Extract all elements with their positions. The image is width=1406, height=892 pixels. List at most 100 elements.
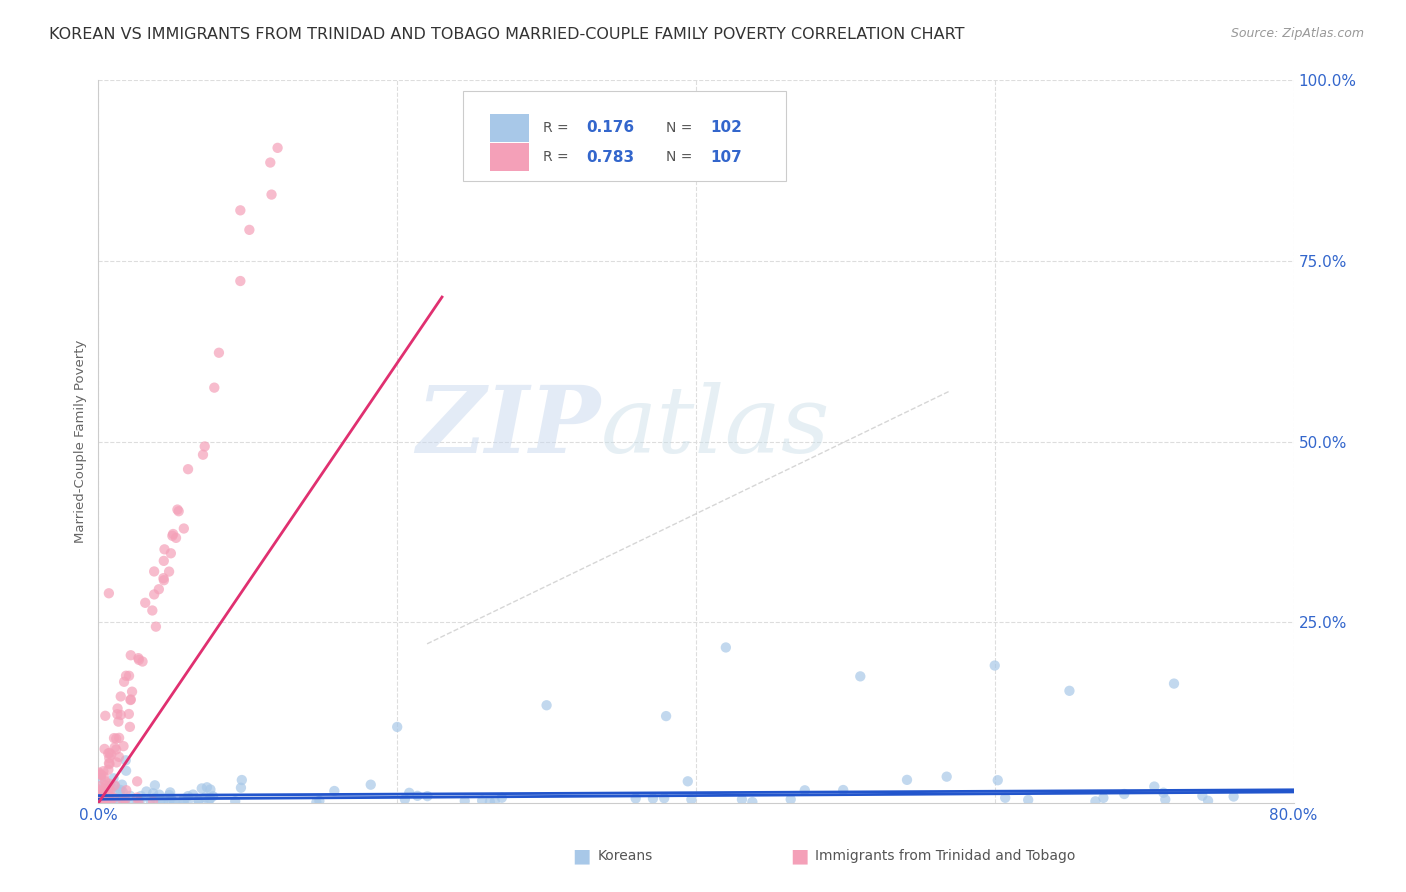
Point — [89, 790, 111, 805]
Text: R =: R = — [543, 121, 568, 135]
Point — [120, 692, 142, 706]
Point — [90, 791, 112, 805]
Point — [159, 785, 181, 799]
Text: Source: ZipAtlas.com: Source: ZipAtlas.com — [1230, 27, 1364, 40]
Point — [120, 648, 142, 663]
Point — [157, 788, 180, 802]
Point — [1143, 780, 1166, 794]
Point — [93, 796, 115, 810]
Point — [103, 772, 125, 786]
Point — [200, 782, 222, 797]
Point — [103, 790, 125, 805]
Point — [1084, 794, 1107, 808]
Point — [117, 796, 139, 810]
Point — [394, 792, 416, 806]
Point — [93, 770, 115, 784]
Point — [641, 791, 664, 805]
Point — [142, 794, 165, 808]
Point — [162, 527, 184, 541]
Point — [128, 653, 150, 667]
Point — [187, 794, 209, 808]
Point — [195, 780, 218, 795]
Point — [259, 155, 281, 169]
Y-axis label: Married-Couple Family Poverty: Married-Couple Family Poverty — [75, 340, 87, 543]
Point — [112, 674, 135, 689]
Point — [108, 788, 131, 802]
Point — [231, 772, 253, 787]
Point — [89, 765, 111, 780]
Point — [385, 720, 409, 734]
Point — [115, 783, 138, 797]
Point — [89, 767, 111, 781]
Point — [731, 792, 754, 806]
Point — [90, 793, 112, 807]
Point — [238, 223, 260, 237]
Point — [98, 757, 121, 772]
Point — [110, 783, 132, 797]
Point — [112, 739, 135, 754]
Text: N =: N = — [666, 121, 693, 135]
Point — [984, 658, 1007, 673]
Point — [118, 669, 141, 683]
Point — [93, 790, 115, 805]
Point — [1152, 786, 1174, 800]
Point — [1059, 683, 1081, 698]
Text: ■: ■ — [572, 847, 591, 866]
Point — [90, 793, 112, 807]
Point — [165, 531, 187, 545]
Point — [93, 790, 115, 805]
Point — [308, 794, 330, 808]
Point — [177, 462, 200, 476]
Point — [110, 708, 132, 723]
Point — [260, 187, 283, 202]
Point — [224, 794, 246, 808]
Point — [91, 796, 114, 810]
Point — [94, 708, 117, 723]
Point — [157, 565, 180, 579]
Point — [454, 794, 477, 808]
Point — [134, 596, 156, 610]
Point — [90, 768, 112, 782]
Point — [173, 521, 195, 535]
Point — [96, 793, 118, 807]
Point — [98, 746, 121, 760]
Point — [139, 793, 162, 807]
Point — [162, 529, 184, 543]
Text: 0.176: 0.176 — [586, 120, 634, 136]
Point — [165, 796, 187, 810]
Point — [127, 795, 149, 809]
Point — [96, 779, 118, 793]
Point — [118, 706, 141, 721]
Point — [104, 780, 127, 794]
Point — [1163, 676, 1185, 690]
Text: ■: ■ — [790, 847, 808, 866]
Point — [114, 792, 136, 806]
Point — [896, 772, 918, 787]
Point — [157, 795, 180, 809]
Point — [125, 790, 148, 805]
Point — [152, 795, 174, 809]
Point — [103, 731, 125, 745]
Point — [201, 789, 224, 804]
Point — [107, 701, 129, 715]
Point — [1222, 789, 1244, 804]
Point — [187, 793, 209, 807]
Point — [89, 789, 111, 803]
Point — [93, 796, 115, 810]
Point — [163, 796, 186, 810]
Point — [112, 796, 135, 810]
Point — [90, 791, 112, 805]
Point — [103, 779, 125, 793]
Point — [104, 790, 127, 805]
Point — [127, 796, 149, 810]
Text: Immigrants from Trinidad and Tobago: Immigrants from Trinidad and Tobago — [815, 849, 1076, 863]
Point — [1154, 792, 1177, 806]
Point — [100, 795, 122, 809]
Point — [173, 796, 195, 810]
Point — [127, 651, 149, 665]
Point — [832, 783, 855, 797]
Point — [229, 203, 252, 218]
Point — [101, 781, 124, 796]
Point — [108, 731, 131, 745]
Point — [91, 788, 114, 802]
